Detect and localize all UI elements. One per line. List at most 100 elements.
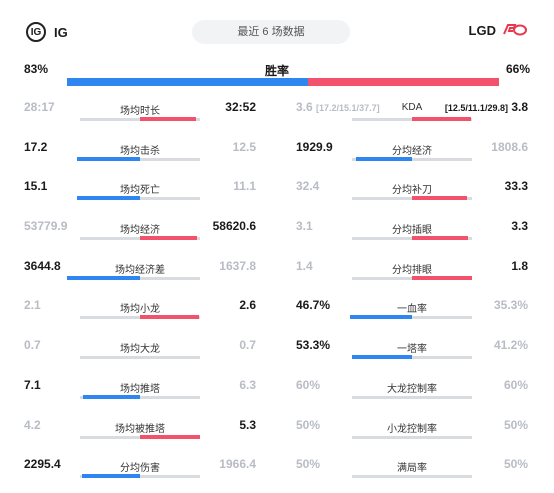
stat-track-right: [140, 276, 200, 280]
stat-row: 1.4 分均排眼 1.8: [294, 255, 530, 295]
stat-track-right: [412, 157, 472, 161]
stat-right-value: [12.5/11.1/29.8] 3.8: [444, 100, 528, 114]
team-left[interactable]: IG IG: [26, 22, 68, 42]
stat-right-value: 3.3: [511, 219, 528, 234]
stat-track-right: [140, 475, 200, 479]
winrate-row: 83% 胜率 66%: [0, 62, 554, 86]
stat-left-value: 3644.8: [24, 258, 61, 273]
stat-left-value: 32.4: [296, 179, 320, 194]
stat-label: 场均死亡: [120, 185, 160, 197]
stat-right-value: 1.8: [511, 258, 528, 273]
stat-track-left: [352, 197, 412, 201]
stat-bar-right: [140, 117, 196, 121]
winrate-bar-left: [67, 78, 308, 86]
stat-left-value: 0.7: [24, 338, 41, 353]
stat-right-value: 50%: [503, 457, 528, 472]
team-right-name: LGD: [468, 22, 496, 38]
stats-column-left: 28:17 场均时长 32:52 17.2 场均击杀 12.5 15.1 场均死亡 11.1 53…: [22, 96, 258, 493]
stat-row: 3.1 分均插眼 3.3: [294, 215, 530, 255]
stat-row: 17.2 场均击杀 12.5: [22, 136, 258, 176]
stat-left-value: 60%: [296, 377, 321, 392]
stat-label: 场均击杀: [120, 145, 160, 157]
stat-row: 50% 满局率 50%: [294, 453, 530, 493]
stat-track-right: [412, 316, 472, 320]
stat-label: KDA: [401, 102, 423, 113]
stat-track-left: [352, 276, 412, 280]
stat-bar-left: [356, 156, 412, 161]
stat-row: 0.7 场均大龙 0.7: [22, 334, 258, 374]
stat-row: 1929.9 分均经济 1808.6: [294, 136, 530, 176]
stat-left-value: 2.1: [24, 298, 41, 313]
stat-bar-right: [140, 236, 197, 241]
stat-bar-left: [77, 156, 140, 161]
stat-track-left: [80, 237, 140, 241]
stat-left-value: 1.4: [296, 258, 313, 273]
stat-right-value: 2.6: [239, 298, 256, 313]
stat-right-value: 33.3: [504, 179, 528, 194]
stat-right-value: 6.3: [239, 377, 256, 392]
stat-right-value: 58620.6: [212, 219, 256, 234]
stat-track-left: [352, 475, 412, 479]
stat-bar-left: [77, 196, 140, 201]
stat-label: 场均时长: [120, 106, 160, 117]
stat-track-right: [140, 395, 200, 399]
stat-bar-right: [140, 315, 199, 320]
stat-track-left: [80, 356, 140, 360]
stat-label: 大龙控制率: [387, 383, 437, 395]
stat-row: 32.4 分均补刀 33.3: [294, 175, 530, 215]
stat-label: 满局率: [397, 463, 427, 475]
stat-label: 一血率: [397, 304, 427, 316]
stat-bar-right: [412, 196, 467, 201]
stat-row: 2295.4 分均伤害 1966.4: [22, 453, 258, 493]
winrate-right-value: 66%: [505, 62, 530, 76]
stat-label: 分均伤害: [120, 463, 160, 475]
stat-track-left: [352, 435, 412, 439]
stat-left-value: 15.1: [24, 179, 48, 194]
stat-right-value: 50%: [503, 417, 528, 432]
stat-row: 28:17 场均时长 32:52: [22, 96, 258, 136]
stat-row: 60% 大龙控制率 60%: [294, 374, 530, 414]
stat-right-value: 35.3%: [493, 298, 528, 313]
stat-track-left: [352, 395, 412, 399]
stat-left-value: 17.2: [24, 139, 48, 154]
stat-bar-left: [67, 275, 140, 280]
stat-row: 3.6 [17.2/15.1/37.7] KDA [12.5/11.1/29.8] …: [294, 96, 530, 136]
stat-label: 小龙控制率: [387, 423, 437, 435]
stat-label: 分均插眼: [392, 225, 432, 237]
stat-label: 场均被推塔: [115, 423, 165, 435]
winrate-label: 胜率: [264, 64, 289, 78]
stat-left-value: 53779.9: [24, 219, 68, 234]
stat-left-value: 7.1: [24, 377, 41, 392]
stat-bar-right: [140, 434, 200, 439]
stat-right-sub: [12.5/11.1/29.8]: [444, 103, 508, 113]
stat-row: 53779.9 场均经济 58620.6: [22, 215, 258, 255]
team-left-name: IG: [54, 24, 68, 40]
stat-left-value: 1929.9: [296, 139, 333, 154]
stat-label: 分均排眼: [392, 264, 432, 276]
stat-label: 场均大龙: [120, 344, 160, 356]
stat-row: 53.3% 一塔率 41.2%: [294, 334, 530, 374]
stat-left-value: 46.7%: [296, 298, 331, 313]
stat-track-right: [412, 435, 472, 439]
ig-logo-icon: IG: [26, 22, 46, 42]
team-right[interactable]: LGD: [469, 22, 528, 38]
stat-left-value: 53.3%: [296, 338, 331, 353]
stat-left-value: 28:17: [24, 100, 55, 114]
stat-row: 7.1 场均推塔 6.3: [22, 374, 258, 414]
stat-right-value: 1637.8: [219, 258, 256, 273]
match-range-pill[interactable]: 最近 6 场数据: [192, 20, 350, 44]
stat-label: 分均补刀: [392, 185, 432, 197]
stat-row: 46.7% 一血率 35.3%: [294, 294, 530, 334]
stat-left-value: 2295.4: [24, 457, 61, 472]
stat-label: 场均推塔: [120, 383, 160, 395]
stat-right-value: 12.5: [232, 139, 256, 154]
stat-bar-left: [83, 394, 140, 399]
stat-label: 分均经济: [392, 145, 432, 157]
lgd-logo-icon: [503, 24, 527, 36]
stat-left-value: 50%: [296, 417, 321, 432]
stat-bar-left: [82, 474, 140, 479]
stat-track-right: [140, 197, 200, 201]
stat-right-value: 1808.6: [491, 139, 528, 154]
stat-bar-right: [412, 275, 472, 280]
stat-row: 50% 小龙控制率 50%: [294, 414, 530, 454]
